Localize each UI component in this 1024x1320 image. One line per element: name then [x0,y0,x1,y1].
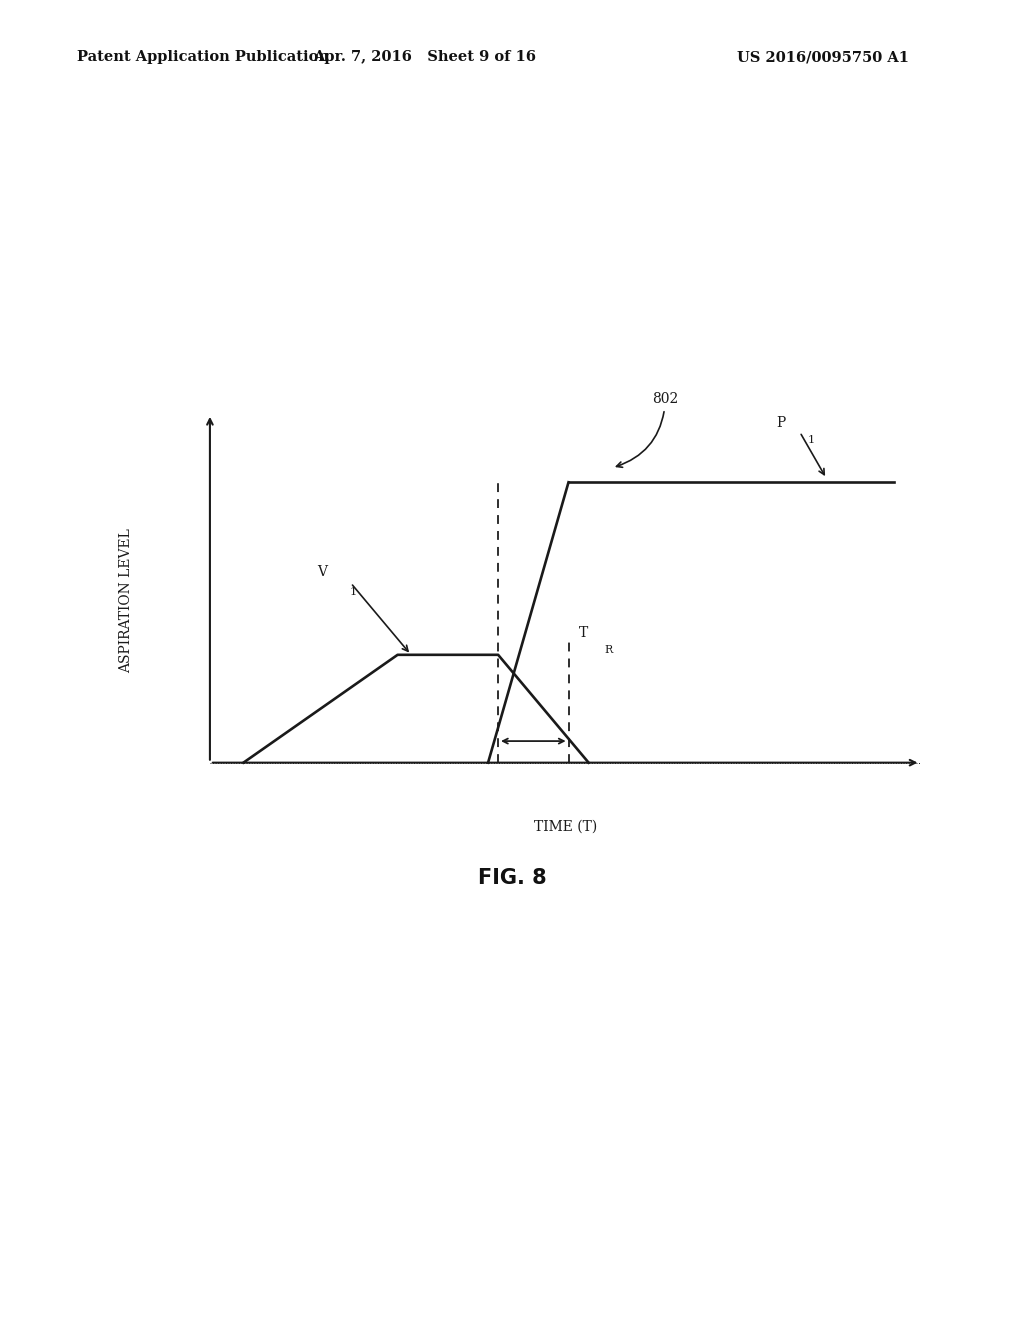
Text: V: V [317,565,327,579]
Text: FIG. 8: FIG. 8 [477,867,547,888]
Text: 1: 1 [349,587,356,597]
Text: R: R [604,644,612,655]
Text: 802: 802 [616,392,679,467]
Text: T: T [579,627,588,640]
Text: 1: 1 [808,434,815,445]
Text: P: P [776,416,785,430]
Text: ASPIRATION LEVEL: ASPIRATION LEVEL [119,528,133,673]
Text: US 2016/0095750 A1: US 2016/0095750 A1 [737,50,909,65]
Text: TIME (T): TIME (T) [534,820,597,834]
Text: Patent Application Publication: Patent Application Publication [77,50,329,65]
Text: Apr. 7, 2016   Sheet 9 of 16: Apr. 7, 2016 Sheet 9 of 16 [313,50,537,65]
